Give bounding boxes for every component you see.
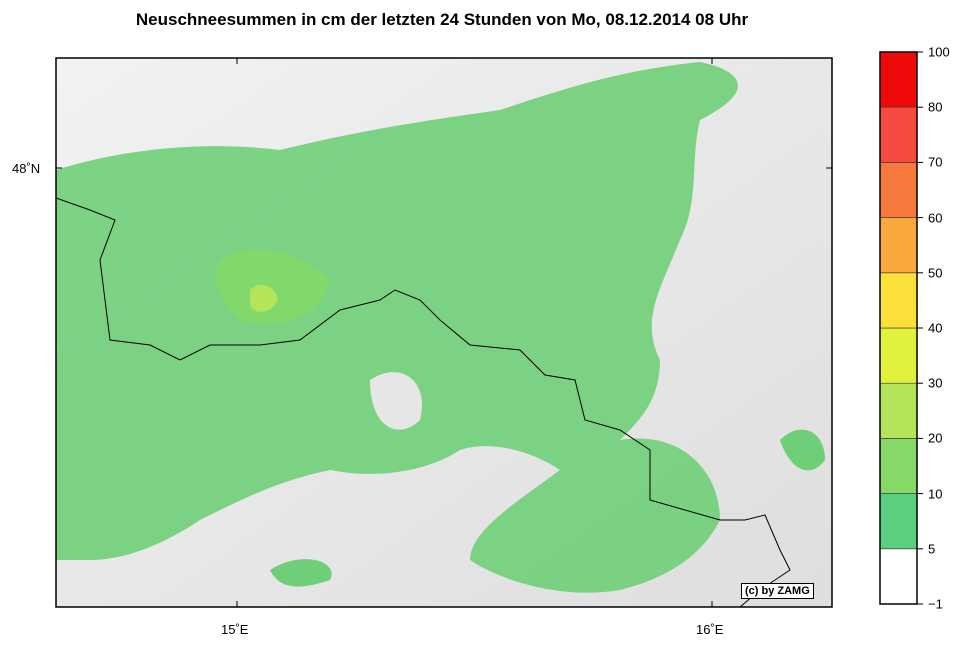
colorbar [879, 51, 923, 605]
colorbar-label: 50 [928, 265, 943, 281]
colorbar-label: 100 [928, 44, 950, 60]
colorbar-segment [879, 217, 918, 274]
colorbar-segment [879, 272, 918, 329]
colorbar-label: 5 [928, 541, 936, 557]
lat-label-48n: 48˚N [12, 161, 41, 176]
snow-area-main [56, 62, 738, 593]
colorbar-label: 80 [928, 99, 943, 115]
map-title: Neuschneesummen in cm der letzten 24 Stu… [135, 10, 749, 29]
colorbar-label: 30 [928, 375, 943, 391]
map-frame [55, 57, 833, 608]
snow-area-peak [250, 284, 278, 312]
colorbar-label: 40 [928, 320, 943, 336]
axis-ticks [56, 58, 832, 607]
colorbar-segment [879, 493, 918, 550]
colorbar-segment [879, 548, 918, 605]
colorbar-label: 20 [928, 430, 943, 446]
snow-area-peaks [216, 249, 330, 324]
colorbar-segment [879, 438, 918, 494]
lon-label-15e: 15˚E [221, 622, 249, 637]
colorbar-label: 70 [928, 154, 943, 170]
colorbar-label: −1 [928, 596, 943, 612]
colorbar-segment [879, 51, 918, 108]
snow-gap [370, 372, 422, 430]
colorbar-segment [879, 382, 918, 439]
copyright-label: (c) by ZAMG [741, 583, 814, 599]
colorbar-label: 60 [928, 210, 943, 226]
snow-area-south [270, 559, 332, 587]
colorbar-segment [879, 327, 918, 384]
snow-areas [56, 62, 825, 593]
lon-label-16e: 16˚E [696, 622, 724, 637]
colorbar-label: 10 [928, 486, 943, 502]
border-line [56, 197, 791, 607]
colorbar-segment [879, 162, 918, 218]
colorbar-segment [879, 106, 918, 163]
snow-area-east [780, 429, 825, 471]
